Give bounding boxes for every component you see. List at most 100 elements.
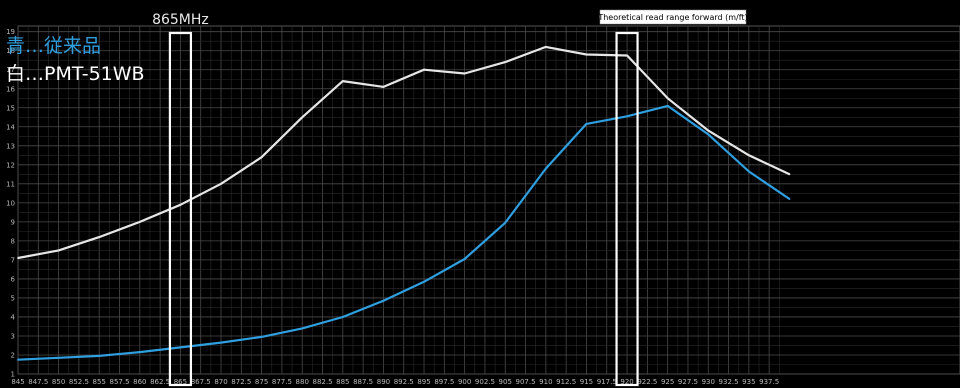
y-tick-label: 11 [6,180,15,188]
y-tick-label: 19 [6,28,15,36]
y-tick-label: 3 [11,332,15,340]
data-point [626,115,628,118]
x-tick-label: 935 [742,378,755,386]
series-line-0 [17,45,790,260]
data-point [585,123,588,125]
x-tick-label: 860 [133,378,146,386]
x-tick-label: 920 [620,378,633,386]
data-point [382,85,385,88]
x-tick-label: 912.5 [556,378,576,386]
x-tick-label: 862.5 [150,378,170,386]
data-point [544,167,547,170]
x-tick-label: 897.5 [434,378,454,386]
x-tick-label: 937.5 [759,378,779,386]
data-point [707,129,710,132]
data-point [788,173,791,176]
x-tick-label: 850 [52,378,65,386]
y-tick-label: 12 [6,161,15,169]
x-tick-label: 867.5 [191,378,211,386]
data-point [423,280,425,283]
y-tick-label: 1 [11,371,15,379]
x-tick-label: 915 [580,378,593,386]
data-point [98,236,101,238]
data-point [504,61,507,64]
data-point [260,336,263,338]
marker-label-0: 865MHz [152,12,209,28]
x-tick-label: 875 [255,378,268,386]
x-tick-label: 877.5 [272,378,292,386]
x-tick-label: 930 [702,378,715,386]
x-tick-label: 895 [417,378,430,386]
x-tick-label: 892.5 [394,378,414,386]
y-tick-label: 7 [11,256,15,264]
x-axis: 845 847.5 850 852.5 855 857.5 860 862.5 865 867.5… [11,378,779,386]
data-point [220,182,222,185]
data-point [626,54,628,57]
x-tick-label: 927.5 [678,378,698,386]
data-point [382,299,385,302]
note-white: 白…PMT-51WB [6,63,145,85]
data-point [220,341,222,344]
series-lines [17,45,791,361]
legend-box [599,9,747,25]
data-point [788,198,791,200]
y-tick-label: 17 [6,66,15,74]
x-tick-label: 917.5 [597,378,617,386]
x-tick-label: 922.5 [637,378,657,386]
data-point [138,220,141,223]
x-tick-label: 870 [214,378,227,386]
y-tick-label: 13 [6,142,15,150]
y-tick-label: 9 [11,218,15,226]
legend: Theoretical read range forward (m/ft) [597,9,748,25]
data-point [260,156,263,159]
y-tick-label: 15 [6,104,15,112]
data-point [17,358,19,361]
x-tick-label: 852.5 [69,378,89,386]
data-point [585,53,588,56]
x-tick-label: 857.5 [109,378,129,386]
x-tick-label: 885 [336,378,349,386]
data-point [179,203,182,206]
x-tick-label: 905 [499,378,512,386]
data-point [341,316,344,318]
y-tick-label: 18 [6,47,15,55]
data-point [544,46,547,48]
y-tick-label: 2 [11,351,15,359]
data-point [17,257,19,259]
x-tick-label: 845 [11,378,24,386]
marker-box-0 [168,31,193,387]
data-point [98,355,101,357]
data-point [747,154,750,157]
x-tick-label: 882.5 [313,378,333,386]
x-tick-label: 872.5 [231,378,251,386]
y-tick-label: 5 [11,294,15,302]
data-point [301,116,304,119]
plot-area [17,25,960,375]
x-tick-label: 890 [377,378,390,386]
x-tick-label: 887.5 [353,378,373,386]
y-tick-label: 14 [6,123,15,131]
x-tick-label: 865 [174,378,187,386]
data-point [666,104,669,107]
x-tick-label: 907.5 [516,378,536,386]
x-tick-label: 932.5 [719,378,739,386]
x-tick-label: 855 [93,378,106,386]
data-point [747,170,750,173]
x-tick-label: 910 [539,378,552,386]
data-point [423,68,425,71]
data-point [341,80,344,83]
data-point [57,249,60,252]
note-blue: 青…従来品 [6,35,102,57]
data-point [463,258,466,260]
x-tick-label: 900 [458,378,471,386]
x-tick-label: 847.5 [28,378,48,386]
data-point [138,351,141,354]
x-tick-label: 925 [661,378,674,386]
legend-text: Theoretical read range forward (m/ft) [597,13,747,22]
y-tick-label: 16 [6,85,15,93]
data-point [707,133,710,136]
gridlines [17,26,960,375]
data-point [301,327,304,330]
